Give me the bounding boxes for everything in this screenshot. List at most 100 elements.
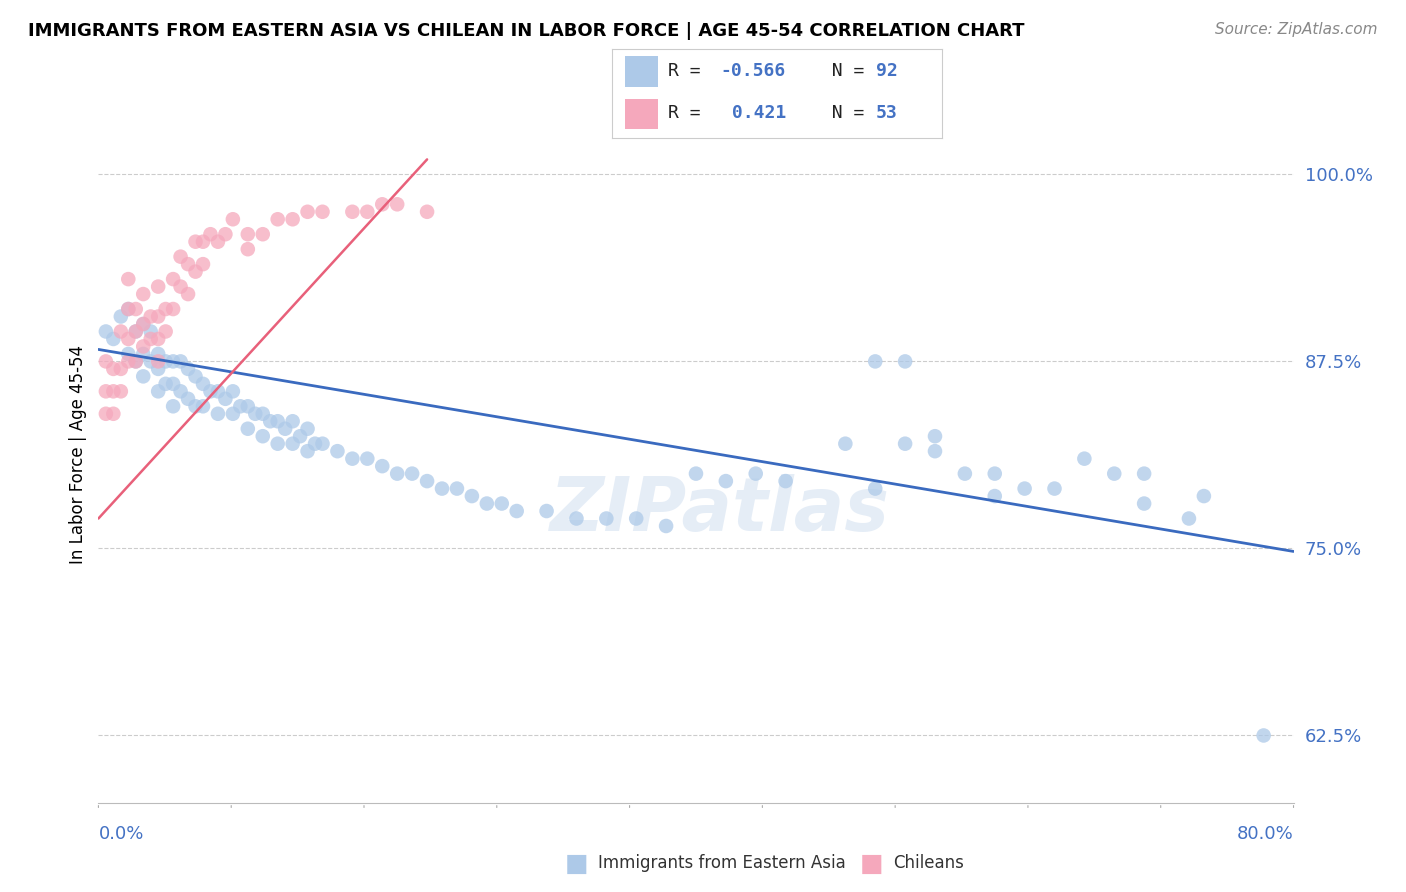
Point	[103, 362, 125, 376]
Y-axis label: In Labor Force | Age 45-54: In Labor Force | Age 45-54	[69, 345, 87, 565]
Point	[110, 310, 132, 324]
Point	[169, 384, 191, 399]
Point	[461, 489, 484, 503]
Point	[267, 212, 290, 227]
Bar	[624, 56, 658, 87]
Point	[297, 444, 319, 458]
Point	[983, 467, 1005, 481]
Text: ■: ■	[860, 852, 883, 875]
Point	[274, 422, 297, 436]
Point	[281, 212, 304, 227]
Point	[214, 392, 236, 406]
Point	[207, 384, 229, 399]
Point	[356, 204, 378, 219]
Point	[229, 399, 252, 413]
Point	[565, 511, 588, 525]
Point	[162, 376, 184, 391]
Text: ZIPatlas: ZIPatlas	[550, 474, 890, 547]
Point	[110, 362, 132, 376]
Point	[125, 354, 148, 368]
Point	[169, 354, 191, 368]
Point	[200, 227, 222, 242]
Point	[236, 242, 259, 256]
Text: -0.566: -0.566	[721, 62, 786, 80]
Text: R =: R =	[668, 104, 711, 122]
Point	[148, 384, 170, 399]
Point	[132, 317, 155, 331]
Point	[169, 279, 191, 293]
Point	[110, 384, 132, 399]
Point	[953, 467, 976, 481]
Point	[924, 429, 946, 443]
Point	[132, 347, 155, 361]
Point	[1043, 482, 1066, 496]
Point	[148, 347, 170, 361]
Point	[281, 414, 304, 428]
Point	[245, 407, 267, 421]
Point	[94, 407, 117, 421]
Point	[475, 497, 498, 511]
Point	[1192, 489, 1215, 503]
Point	[311, 436, 333, 450]
Point	[267, 414, 290, 428]
Text: 53: 53	[876, 104, 897, 122]
Point	[148, 362, 170, 376]
Point	[655, 519, 678, 533]
Point	[184, 399, 207, 413]
Point	[1014, 482, 1036, 496]
Point	[416, 204, 439, 219]
Point	[1133, 497, 1156, 511]
Point	[103, 407, 125, 421]
Point	[401, 467, 423, 481]
Point	[252, 407, 274, 421]
Point	[148, 354, 170, 368]
Point	[132, 317, 155, 331]
Point	[252, 227, 274, 242]
Point	[191, 235, 214, 249]
Point	[117, 354, 139, 368]
Point	[865, 482, 887, 496]
Point	[685, 467, 707, 481]
Point	[177, 287, 200, 301]
Point	[155, 376, 177, 391]
Point	[430, 482, 453, 496]
Point	[865, 354, 887, 368]
Point	[139, 310, 162, 324]
Point	[1178, 511, 1201, 525]
Point	[222, 407, 245, 421]
Point	[148, 310, 170, 324]
Point	[304, 436, 326, 450]
Text: R =: R =	[668, 62, 711, 80]
Point	[371, 459, 394, 474]
Point	[267, 436, 290, 450]
Point	[894, 354, 917, 368]
Text: 0.421: 0.421	[721, 104, 786, 122]
Text: ■: ■	[565, 852, 588, 875]
Point	[288, 429, 311, 443]
Point	[94, 354, 117, 368]
Point	[385, 467, 409, 481]
Point	[117, 301, 139, 316]
Point	[184, 265, 207, 279]
Point	[342, 451, 364, 466]
Point	[236, 399, 259, 413]
Point	[117, 347, 139, 361]
Point	[132, 369, 155, 384]
Point	[148, 279, 170, 293]
Point	[281, 436, 304, 450]
Point	[416, 474, 439, 488]
Point	[94, 325, 117, 339]
Point	[1104, 467, 1126, 481]
Point	[326, 444, 349, 458]
Point	[125, 325, 148, 339]
Point	[177, 257, 200, 271]
Point	[714, 474, 737, 488]
Text: IMMIGRANTS FROM EASTERN ASIA VS CHILEAN IN LABOR FORCE | AGE 45-54 CORRELATION C: IMMIGRANTS FROM EASTERN ASIA VS CHILEAN …	[28, 22, 1025, 40]
Point	[236, 227, 259, 242]
Point	[297, 422, 319, 436]
Point	[491, 497, 513, 511]
Bar	[624, 99, 658, 129]
Text: N =: N =	[810, 62, 875, 80]
Point	[155, 301, 177, 316]
Point	[103, 384, 125, 399]
